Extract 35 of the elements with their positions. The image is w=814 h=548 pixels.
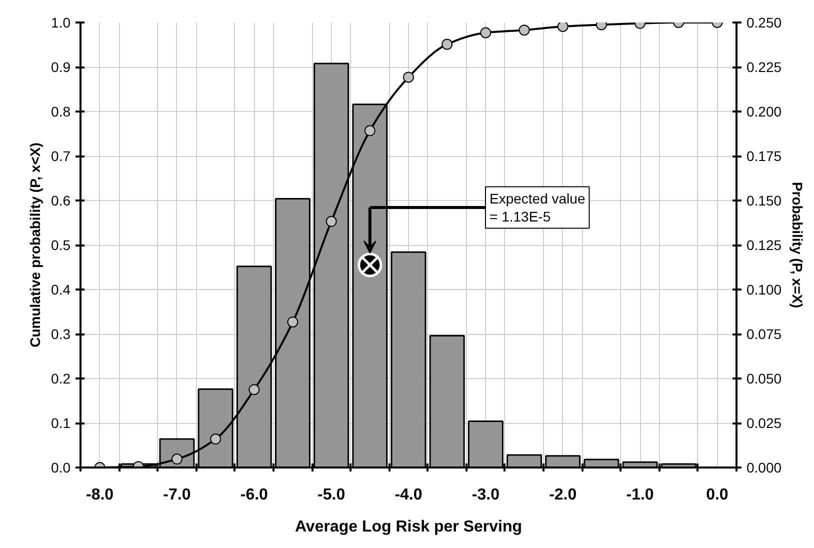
y2-tick-label: 0.000	[746, 460, 782, 476]
x-tick-label: -7.0	[163, 486, 191, 504]
x-tick-label: -2.0	[549, 486, 577, 504]
annotation: Expected value = 1.13E-5	[490, 190, 586, 224]
y2-tick-label: 0.075	[746, 326, 782, 342]
y2-tick-label: 0.100	[746, 282, 782, 298]
y2-tick-label: 0.175	[746, 148, 782, 164]
y-tick-label: 0.9	[51, 59, 71, 75]
y-tick-label: 0.1	[51, 415, 71, 431]
y2-tick-label: 0.250	[746, 14, 782, 30]
y-tick-label: 0.8	[51, 104, 71, 120]
y-tick-label: 0.6	[51, 192, 71, 208]
x-tick-label: -1.0	[626, 486, 654, 504]
y-tick-label: 1.0	[51, 14, 71, 30]
y-tick-label: 0.4	[51, 282, 71, 298]
x-tick-label: 0.0	[706, 486, 728, 504]
y-tick-label: 0.2	[51, 370, 71, 386]
y2-tick-label: 0.200	[746, 104, 782, 120]
x-axis-title: Average Log Risk per Serving	[294, 518, 522, 536]
x-tick-label: -3.0	[472, 486, 500, 504]
y-tick-label: 0.0	[51, 460, 71, 476]
y2-axis-title: Probability (P, x=X)	[790, 182, 806, 308]
x-tick-label: -8.0	[86, 486, 114, 504]
y-tick-label: 0.7	[51, 148, 71, 164]
y2-tick-label: 0.050	[746, 370, 782, 386]
y2-tick-label: 0.125	[746, 237, 782, 253]
x-tick-label: -6.0	[240, 486, 268, 504]
y-tick-label: 0.5	[51, 237, 71, 253]
y2-tick-label: 0.225	[746, 59, 782, 75]
y2-tick-label: 0.150	[746, 192, 782, 208]
y-axis-title: Cumulative probability (P, x<X)	[27, 142, 44, 348]
x-tick-label: -5.0	[318, 486, 346, 504]
y-tick-label: 0.3	[51, 326, 71, 342]
y2-tick-label: 0.025	[746, 415, 782, 431]
x-tick-label: -4.0	[394, 486, 422, 504]
